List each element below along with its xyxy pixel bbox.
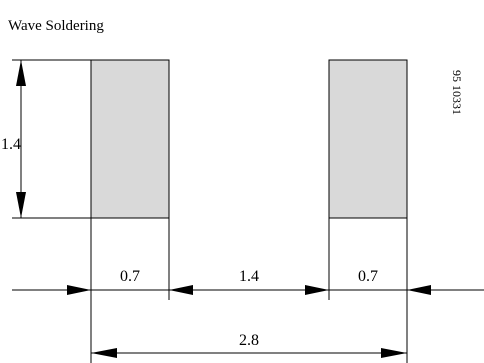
arrow-left-pad-outer xyxy=(67,285,91,295)
arrow-gap-left xyxy=(169,285,193,295)
drawing-number: 95 10331 xyxy=(450,70,464,115)
height-arrow-top xyxy=(16,60,26,86)
arrow-right-pad-outer xyxy=(407,285,431,295)
arrow-gap-right xyxy=(305,285,329,295)
diagram-title: Wave Soldering xyxy=(8,18,104,34)
gap-width-label: 1.4 xyxy=(239,268,259,285)
solder-pad-right xyxy=(328,59,408,219)
solder-pad-left xyxy=(90,59,170,219)
pad-height-label: 1.4 xyxy=(1,136,21,153)
height-label-background xyxy=(0,132,16,154)
height-arrow-bottom xyxy=(16,192,26,218)
left-pad-width-label: 0.7 xyxy=(120,268,140,285)
overall-arrow-left xyxy=(91,348,117,358)
overall-width-label: 2.8 xyxy=(239,332,259,349)
right-pad-width-label: 0.7 xyxy=(358,268,378,285)
overall-arrow-right xyxy=(381,348,407,358)
